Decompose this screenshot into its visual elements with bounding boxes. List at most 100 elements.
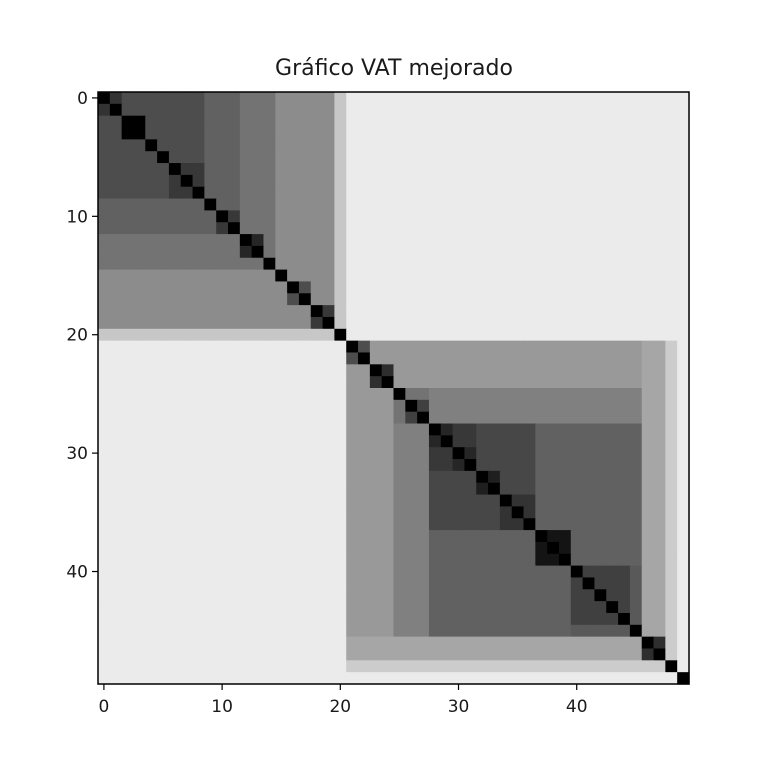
heatmap-cell xyxy=(263,589,276,602)
heatmap-cell xyxy=(523,222,536,235)
heatmap-cell xyxy=(511,482,525,496)
heatmap-cell xyxy=(109,198,123,211)
heatmap-cell xyxy=(251,388,265,401)
heatmap-cell xyxy=(263,163,276,176)
heatmap-cell xyxy=(523,553,536,567)
heatmap-cell xyxy=(310,494,324,507)
heatmap-cell xyxy=(239,139,253,152)
heatmap-cell xyxy=(251,174,265,188)
heatmap-cell xyxy=(275,92,288,105)
heatmap-cell xyxy=(417,316,430,330)
heatmap-cell xyxy=(582,494,596,507)
heatmap-cell xyxy=(440,151,454,164)
heatmap-cell xyxy=(180,553,194,567)
heatmap-cell xyxy=(488,293,501,306)
heatmap-cell xyxy=(665,494,678,507)
heatmap-cell xyxy=(310,388,324,401)
heatmap-cell xyxy=(216,648,229,661)
heatmap-cell xyxy=(665,577,678,590)
heatmap-cell xyxy=(594,151,607,164)
heatmap-cell xyxy=(239,459,253,472)
heatmap-cell xyxy=(287,388,300,401)
heatmap-cell xyxy=(192,482,205,496)
heatmap-cell xyxy=(440,660,454,673)
heatmap-cell xyxy=(251,399,265,413)
heatmap-cell xyxy=(369,198,383,211)
heatmap-cell xyxy=(369,565,383,579)
heatmap-cell xyxy=(393,139,406,152)
heatmap-cell xyxy=(511,577,525,590)
heatmap-cell xyxy=(618,518,631,531)
heatmap-cell xyxy=(405,257,418,271)
heatmap-cell xyxy=(109,411,123,425)
heatmap-cell xyxy=(334,115,347,129)
heatmap-cell xyxy=(452,660,466,673)
heatmap-cell xyxy=(535,92,548,105)
heatmap-cell xyxy=(594,163,607,176)
heatmap-cell xyxy=(109,234,123,247)
heatmap-cell xyxy=(653,305,666,318)
heatmap-cell xyxy=(287,435,300,448)
heatmap-cell xyxy=(558,151,572,164)
heatmap-cell xyxy=(653,151,666,164)
heatmap-cell xyxy=(570,222,584,235)
heatmap-cell xyxy=(381,281,395,294)
heatmap-cell xyxy=(452,624,466,638)
heatmap-cell xyxy=(251,577,265,590)
heatmap-cell xyxy=(488,151,501,164)
heatmap-cell xyxy=(594,234,607,247)
heatmap-cell xyxy=(334,305,347,318)
heatmap-cell xyxy=(275,293,288,306)
heatmap-cell xyxy=(653,328,666,342)
heatmap-cell xyxy=(334,139,347,152)
heatmap-cell xyxy=(263,399,276,413)
heatmap-cell xyxy=(322,163,335,176)
heatmap-cell xyxy=(369,589,383,602)
heatmap-cell xyxy=(476,494,489,507)
heatmap-cell xyxy=(641,399,655,413)
heatmap-cell xyxy=(547,364,560,377)
heatmap-cell xyxy=(204,482,217,496)
heatmap-cell xyxy=(618,470,631,484)
heatmap-cell xyxy=(547,210,560,223)
heatmap-cell xyxy=(570,316,584,330)
heatmap-cell xyxy=(204,210,217,223)
heatmap-cell xyxy=(228,340,241,354)
heatmap-cell xyxy=(417,115,430,129)
heatmap-cell xyxy=(287,281,300,294)
heatmap-cell xyxy=(629,541,643,555)
heatmap-cell xyxy=(346,139,359,152)
heatmap-cell xyxy=(606,163,619,176)
heatmap-cell xyxy=(428,269,442,283)
heatmap-cell xyxy=(168,222,182,235)
heatmap-cell xyxy=(452,518,466,531)
heatmap-cell xyxy=(547,92,560,105)
heatmap-cell xyxy=(310,222,324,235)
heatmap-cell xyxy=(287,648,300,661)
heatmap-cell xyxy=(275,234,288,247)
heatmap-cell xyxy=(121,530,135,543)
heatmap-cell xyxy=(405,316,418,330)
heatmap-cell xyxy=(180,423,194,436)
heatmap-cell xyxy=(653,435,666,448)
heatmap-cell xyxy=(594,577,607,590)
heatmap-cell xyxy=(476,376,489,389)
heatmap-cell xyxy=(180,316,194,330)
heatmap-cell xyxy=(275,459,288,472)
heatmap-cell xyxy=(570,174,584,188)
heatmap-cell xyxy=(393,281,406,294)
heatmap-cell xyxy=(157,328,170,342)
heatmap-cell xyxy=(499,340,513,354)
heatmap-cell xyxy=(511,376,525,389)
heatmap-cell xyxy=(228,293,241,306)
heatmap-cell xyxy=(346,210,359,223)
heatmap-cell xyxy=(346,589,359,602)
heatmap-cell xyxy=(488,139,501,152)
heatmap-cell xyxy=(287,399,300,413)
heatmap-cell xyxy=(665,399,678,413)
heatmap-cell xyxy=(558,245,572,259)
heatmap-cell xyxy=(440,186,454,200)
heatmap-cell xyxy=(452,435,466,448)
heatmap-cell xyxy=(653,340,666,354)
heatmap-cell xyxy=(629,198,643,211)
